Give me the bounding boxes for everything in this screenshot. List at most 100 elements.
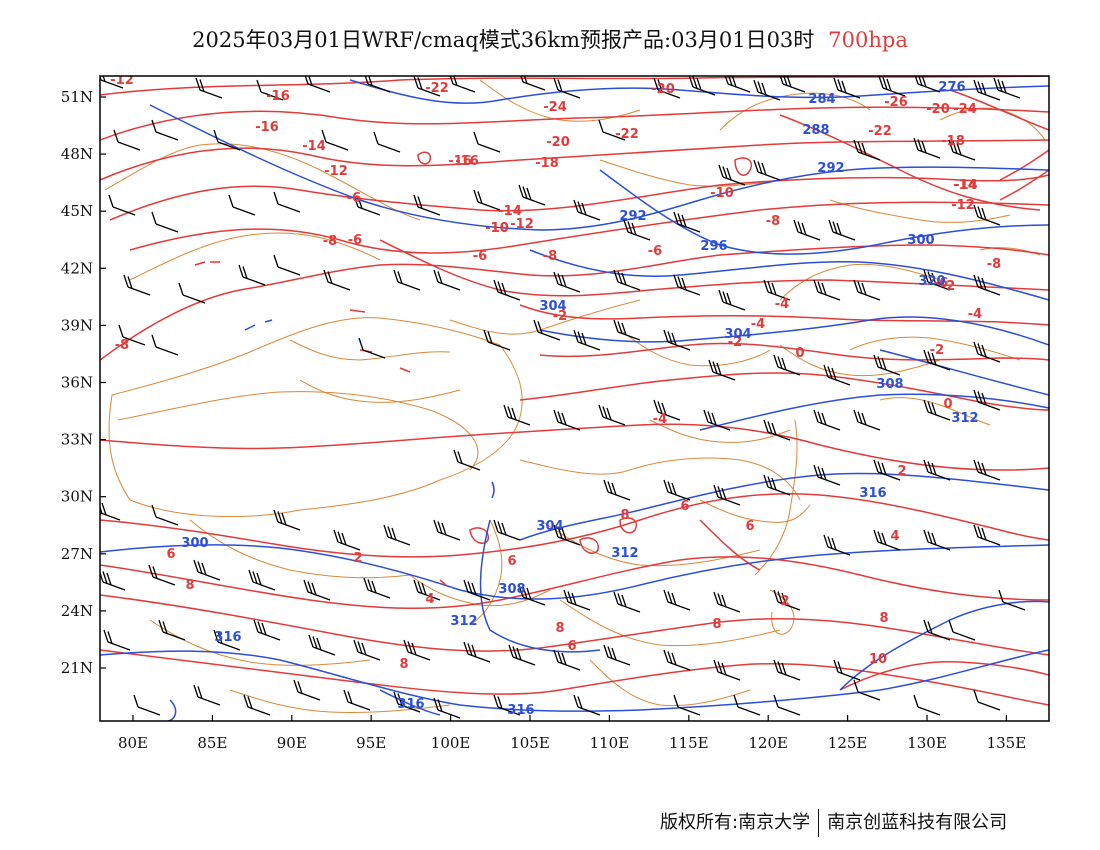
wind-barb: [948, 139, 976, 161]
temperature-label: -16: [255, 120, 279, 135]
wind-barb: [773, 659, 801, 681]
wind-barb: [913, 694, 941, 716]
wind-barb: [333, 529, 361, 551]
wind-barb: [613, 591, 641, 613]
pressure-level-label: 700hpa: [828, 28, 908, 52]
height-label: 320: [918, 274, 945, 289]
wind-barb: [823, 534, 851, 556]
lat-tick-label: 36N: [61, 374, 93, 392]
temperature-label: -12: [324, 164, 348, 179]
wind-barb: [321, 129, 349, 151]
height-label: 304: [536, 519, 563, 534]
wind-barb: [598, 119, 626, 141]
temperature-label: -20: [651, 82, 675, 97]
temperature-label: -22: [425, 81, 449, 96]
wind-barb: [151, 334, 179, 356]
wind-barb: [828, 219, 856, 241]
height-label: 296: [700, 239, 727, 254]
wind-barb: [813, 279, 841, 301]
temperature-label: -4: [968, 307, 982, 322]
lat-tick-label: 39N: [61, 316, 93, 334]
height-label: 312: [951, 411, 978, 426]
wind-barb: [573, 329, 601, 351]
temperature-label: 6: [166, 547, 175, 562]
wind-barb: [553, 524, 581, 546]
height-label: 308: [876, 377, 903, 392]
wind-barb: [873, 459, 901, 481]
wind-barb: [303, 579, 331, 601]
height-label: 292: [817, 161, 844, 176]
height-label: 300: [181, 536, 208, 551]
wind-barb: [308, 634, 336, 656]
wind-barb: [773, 354, 801, 376]
temperature-label: 6: [745, 519, 754, 534]
wind-barb: [493, 279, 521, 301]
temperature-label: 4: [425, 592, 434, 607]
copyright-footer: 版权所有:南京大学 南京创蓝科技有限公司: [660, 808, 1007, 837]
temperature-labels: -12-16-16-22 -20-24 -20 -24-26-22-16-14-12-…: [110, 76, 1001, 672]
height-label: 312: [611, 546, 638, 561]
wind-barb: [853, 139, 881, 161]
temperature-label: -4: [653, 412, 667, 427]
terrain-boundaries: [104, 79, 1046, 714]
lat-tick-label: 42N: [61, 259, 93, 277]
height-contours: [100, 79, 1049, 721]
temperature-label: -6: [473, 249, 487, 264]
wind-barb: [118, 324, 146, 346]
temperature-label: 8: [620, 508, 629, 523]
temperature-label: 2: [780, 594, 789, 609]
wind-barb: [243, 694, 271, 716]
temperature-label: -16: [455, 154, 479, 169]
lon-tick-label: 95E: [356, 734, 386, 752]
wind-barb: [779, 76, 806, 93]
wind-barb: [998, 589, 1026, 611]
wind-barb: [663, 649, 691, 671]
wind-barb: [793, 219, 821, 241]
height-label: 284: [808, 92, 835, 107]
wind-barb: [113, 129, 141, 151]
lat-tick-label: 24N: [61, 602, 93, 620]
footer-separator: [818, 809, 820, 837]
wind-barb: [853, 409, 881, 431]
temperature-label: -2: [728, 335, 742, 350]
chart-title: 2025年03月01日WRF/cmaq模式36km预报产品:03月01日03时 7…: [0, 24, 1100, 54]
temperature-label: -16: [448, 154, 472, 169]
wind-barb: [413, 579, 441, 601]
wind-barb: [151, 211, 179, 233]
wind-barb: [483, 329, 511, 351]
wind-barb: [753, 159, 781, 181]
wind-barb: [923, 349, 951, 371]
wind-barb: [873, 529, 901, 551]
wind-barb: [923, 529, 951, 551]
wind-barb: [973, 274, 1001, 296]
wind-barb: [133, 694, 161, 716]
wind-barb: [663, 479, 691, 501]
lon-tick-label: 120E: [748, 734, 788, 752]
wind-barb: [364, 76, 391, 93]
wind-barb: [773, 694, 801, 716]
wind-barb: [393, 269, 421, 291]
wind-barb: [923, 619, 951, 641]
temperature-label: 8: [185, 578, 194, 593]
copyright-right: 南京创蓝科技有限公司: [827, 812, 1008, 833]
temperature-label: -6: [347, 191, 361, 206]
temperature-label: 8: [712, 617, 721, 632]
wind-barb: [673, 274, 701, 296]
wind-barb: [973, 524, 1001, 546]
wind-barb: [603, 644, 631, 666]
height-label: 312: [450, 614, 477, 629]
wind-barb: [520, 76, 546, 91]
minor-contour-fragments: [194, 261, 447, 586]
wind-barb: [353, 639, 381, 661]
temperature-label: 0: [943, 397, 952, 412]
wind-barb: [453, 449, 481, 471]
wind-barb: [433, 697, 461, 719]
lat-tick-label: 51N: [61, 88, 93, 106]
lon-tick-label: 135E: [987, 734, 1027, 752]
wind-barb: [913, 137, 941, 159]
wind-barb: [973, 689, 1001, 711]
wind-barb: [973, 79, 1001, 101]
lat-tick-label: 21N: [61, 659, 93, 677]
